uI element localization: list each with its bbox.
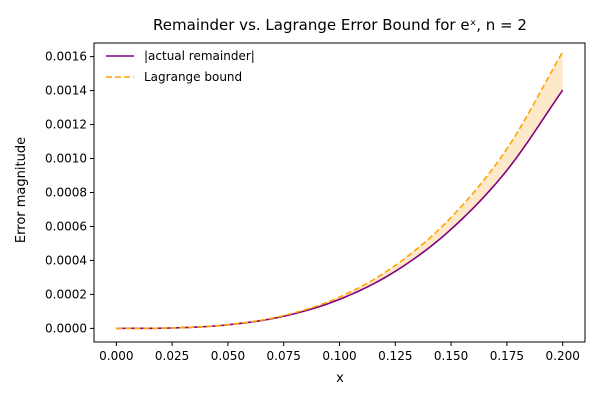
fill-between-area <box>116 51 563 329</box>
y-tick-label: 0.0006 <box>45 219 87 233</box>
y-axis-label: Error magnitude <box>14 137 29 243</box>
series-layer <box>116 51 564 330</box>
legend-label-1: Lagrange bound <box>144 70 242 84</box>
y-tick-label: 0.0016 <box>45 50 87 64</box>
x-tick-label: 0.100 <box>322 349 356 363</box>
chart-title: Remainder vs. Lagrange Error Bound for e… <box>153 16 527 34</box>
x-axis: 0.000 0.025 0.050 0.075 0.100 0.125 0.150 0.175… <box>99 342 580 363</box>
y-tick-label: 0.0002 <box>45 287 87 301</box>
y-tick-label: 0.0008 <box>45 186 87 200</box>
fill-layer <box>116 51 563 329</box>
series-line-1 <box>116 51 564 330</box>
y-tick-label: 0.0004 <box>45 253 87 267</box>
x-tick-label: 0.125 <box>378 349 412 363</box>
x-tick-label: 0.000 <box>99 349 133 363</box>
y-tick-label: 0.0010 <box>45 152 87 166</box>
legend: |actual remainder| Lagrange bound <box>106 49 255 84</box>
x-tick-label: 0.150 <box>434 349 468 363</box>
y-tick-label: 0.0000 <box>45 321 87 335</box>
x-tick-label: 0.175 <box>490 349 524 363</box>
x-tick-label: 0.075 <box>267 349 301 363</box>
y-tick-label: 0.0012 <box>45 118 87 132</box>
legend-label-0: |actual remainder| <box>144 49 255 63</box>
y-tick-label: 0.0014 <box>45 84 87 98</box>
x-tick-label: 0.200 <box>546 349 580 363</box>
x-tick-label: 0.025 <box>155 349 189 363</box>
series-line-0 <box>116 89 564 330</box>
x-axis-label: x <box>336 371 344 386</box>
x-tick-label: 0.050 <box>211 349 245 363</box>
y-axis: 0.0000 0.0002 0.0004 0.0006 0.0008 0.0010 0.00… <box>45 50 94 335</box>
